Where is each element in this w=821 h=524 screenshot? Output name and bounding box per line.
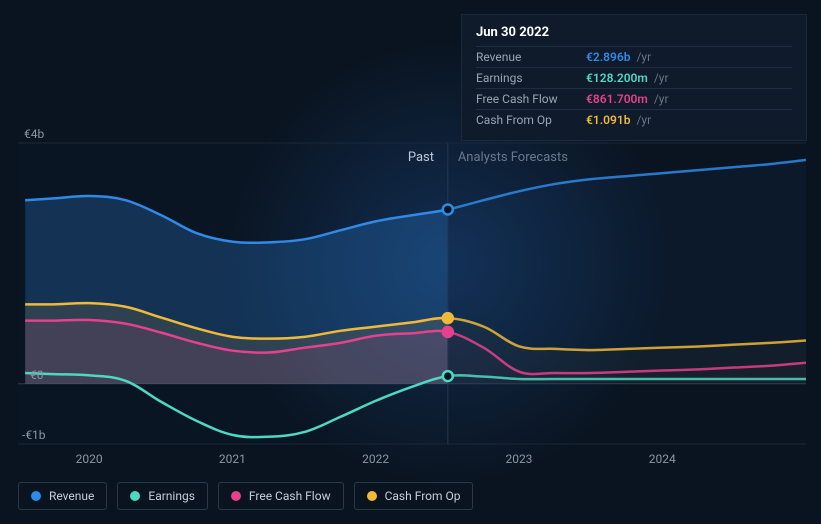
financials-chart: Jun 30 2022 Revenue€2.896b/yrEarnings€12…: [0, 0, 821, 524]
legend-dot-icon: [31, 491, 41, 501]
tooltip-row-value: €128.200m: [586, 71, 648, 85]
x-tick-label: 2024: [649, 452, 676, 466]
tooltip-row: Earnings€128.200m/yr: [476, 67, 792, 88]
tooltip-row-unit: /yr: [654, 71, 669, 85]
tooltip-row-unit: /yr: [654, 92, 669, 106]
tooltip-row-label: Free Cash Flow: [476, 92, 586, 106]
legend-label: Revenue: [49, 489, 94, 503]
legend-item[interactable]: Earnings: [117, 482, 208, 510]
tooltip-row-value: €2.896b: [586, 50, 630, 64]
tooltip-rows: Revenue€2.896b/yrEarnings€128.200m/yrFre…: [476, 46, 792, 130]
legend-label: Cash From Op: [385, 489, 461, 503]
legend-label: Earnings: [148, 489, 195, 503]
legend-item[interactable]: Cash From Op: [354, 482, 474, 510]
tooltip-row-value: €1.091b: [586, 113, 630, 127]
chart-legend: Revenue Earnings Free Cash Flow Cash From O…: [18, 482, 473, 510]
tooltip-row-unit: /yr: [636, 50, 651, 64]
x-tick-label: 2021: [219, 452, 246, 466]
x-tick-label: 2022: [362, 452, 389, 466]
legend-dot-icon: [367, 491, 377, 501]
tooltip-row-value: €861.700m: [586, 92, 648, 106]
legend-item[interactable]: Free Cash Flow: [218, 482, 344, 510]
tooltip-row: Revenue€2.896b/yr: [476, 46, 792, 67]
y-tick-label: €4b: [24, 127, 44, 141]
tooltip-row-label: Revenue: [476, 50, 586, 64]
chart-tooltip: Jun 30 2022 Revenue€2.896b/yrEarnings€12…: [461, 14, 807, 141]
legend-dot-icon: [231, 491, 241, 501]
x-tick-label: 2023: [505, 452, 532, 466]
legend-dot-icon: [130, 491, 140, 501]
forecast-label: Analysts Forecasts: [458, 150, 568, 165]
tooltip-row: Cash From Op€1.091b/yr: [476, 109, 792, 130]
past-label: Past: [408, 150, 434, 165]
tooltip-title: Jun 30 2022: [476, 25, 792, 40]
tooltip-row-label: Cash From Op: [476, 113, 586, 127]
tooltip-row-unit: /yr: [636, 113, 651, 127]
tooltip-row-label: Earnings: [476, 71, 586, 85]
legend-item[interactable]: Revenue: [18, 482, 107, 510]
y-tick-label: -€1b: [22, 428, 46, 442]
tooltip-row: Free Cash Flow€861.700m/yr: [476, 88, 792, 109]
x-tick-label: 2020: [76, 452, 103, 466]
legend-label: Free Cash Flow: [249, 489, 331, 503]
y-tick-label: €0: [30, 368, 44, 382]
